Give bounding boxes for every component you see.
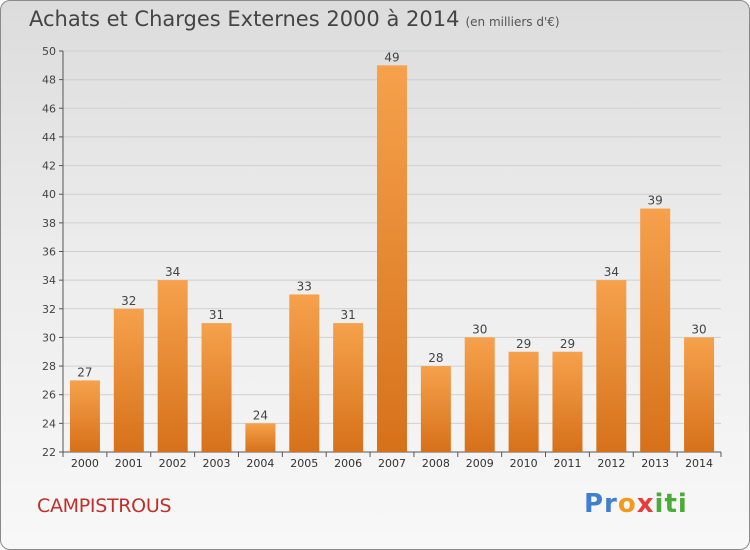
y-tick-label: 50 [42,45,56,58]
x-tick-label: 2002 [159,457,187,470]
bar [596,280,627,452]
bar [640,208,671,452]
y-tick-label: 30 [42,331,56,344]
chart-title-block: Achats et Charges Externes 2000 à 2014 (e… [29,7,560,31]
bar-value-label: 30 [472,322,487,336]
bar-value-label: 31 [340,308,355,322]
bar-value-label: 34 [604,265,619,279]
bar [508,351,539,452]
bar-value-label: 28 [428,351,443,365]
bar-value-label: 27 [77,365,92,379]
x-tick-label: 2013 [641,457,669,470]
y-tick-label: 38 [42,217,56,230]
y-tick-label: 22 [42,446,56,459]
x-tick-label: 2011 [553,457,581,470]
bar-value-label: 49 [384,50,399,64]
y-tick-label: 24 [42,417,56,430]
y-tick-label: 40 [42,188,56,201]
bar [245,423,276,452]
bar [377,65,407,453]
bars [69,65,715,453]
x-tick-label: 2014 [685,457,713,470]
y-tick-label: 48 [42,74,56,87]
bar [201,323,232,452]
labels: 27 32 34 31 24 33 31 49 28 30 29 29 34 39 30 [77,50,706,422]
bar-value-label: 29 [516,337,531,351]
bar-value-label: 24 [253,408,268,422]
bar-value-label: 31 [209,308,224,322]
y-tick-label: 46 [42,102,56,115]
bar-value-label: 33 [297,279,312,293]
x-tick-label: 2001 [115,457,143,470]
bar [157,280,188,452]
chart-subtitle: (en milliers d'€) [465,15,560,29]
bar-value-label: 29 [560,337,575,351]
bar [333,323,364,452]
proxiti-logo: Proxiti [584,489,688,519]
bar-value-label: 30 [691,322,706,336]
x-tick-label: 2007 [378,457,406,470]
y-tick-label: 44 [42,131,56,144]
y-tick-label: 32 [42,303,56,316]
bar-value-label: 32 [121,294,136,308]
x-tick-label: 2009 [466,457,494,470]
bar-value-label: 39 [648,194,663,208]
x-tick-label: 2000 [71,457,99,470]
bar [420,366,451,452]
x-tick-label: 2004 [246,457,274,470]
bar [289,294,320,452]
commune-name: CAMPISTROUS [37,495,172,517]
bar [464,337,495,452]
bar-value-label: 34 [165,265,180,279]
x-tick-label: 2003 [203,457,231,470]
y-tick-label: 34 [42,274,56,287]
x-tick-label: 2010 [510,457,538,470]
x-tick-label: 2006 [334,457,362,470]
bar [684,337,715,452]
y-tick-label: 28 [42,360,56,373]
bar [552,351,583,452]
y-tick-label: 42 [42,160,56,173]
bar [113,308,144,452]
x-tick-label: 2005 [290,457,318,470]
x-tick-label: 2012 [597,457,625,470]
bar [69,380,100,452]
x-tick-label: 2008 [422,457,450,470]
y-tick-label: 36 [42,246,56,259]
y-tick-label: 26 [42,389,56,402]
chart-title: Achats et Charges Externes 2000 à 2014 [29,7,460,31]
